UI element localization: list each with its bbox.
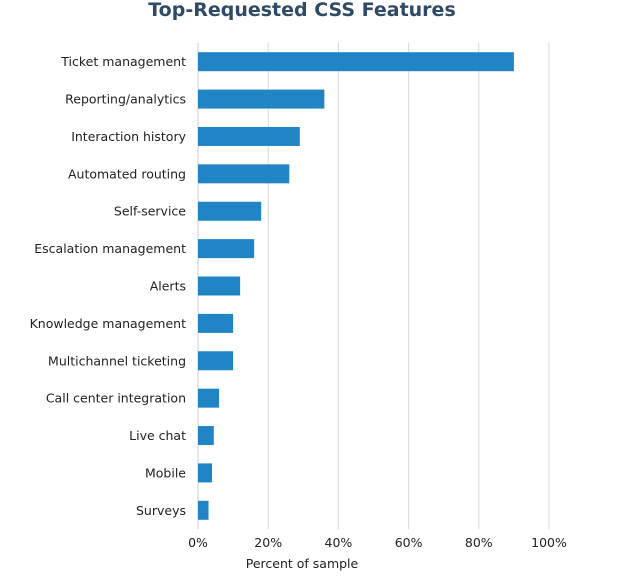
bar [198, 126, 300, 146]
x-tick-label: 20% [254, 535, 282, 550]
category-label: Mobile [145, 465, 186, 480]
x-tick-label: 100% [531, 535, 567, 550]
bar [198, 164, 290, 184]
category-label: Escalation management [34, 241, 186, 256]
bar [198, 276, 241, 296]
x-tick-labels: 0% 20% 40% 60% 80% 100% [188, 535, 567, 550]
category-label: Reporting/analytics [65, 92, 186, 107]
category-label: Alerts [150, 279, 186, 294]
x-tick-label: 0% [188, 535, 208, 550]
bar [198, 239, 255, 259]
x-axis-title: Percent of sample [246, 556, 359, 571]
x-tick-label: 80% [465, 535, 493, 550]
bar [198, 313, 234, 333]
bars [198, 52, 514, 520]
bar [198, 201, 262, 221]
bar [198, 89, 325, 109]
bar [198, 351, 234, 371]
category-label: Automated routing [68, 166, 186, 181]
category-label: Self-service [114, 204, 186, 219]
bar [198, 463, 213, 483]
bar [198, 426, 214, 446]
category-label: Multichannel ticketing [48, 353, 186, 368]
x-tick-label: 60% [395, 535, 423, 550]
bar [198, 388, 220, 408]
chart-title: Top-Requested CSS Features [148, 0, 456, 21]
bar [198, 52, 514, 72]
category-label: Live chat [129, 428, 186, 443]
category-label: Surveys [136, 503, 186, 518]
gridlines [197, 43, 550, 529]
category-labels: Ticket management Reporting/analytics Inte… [30, 54, 187, 518]
category-label: Ticket management [60, 54, 186, 69]
category-label: Knowledge management [30, 316, 187, 331]
category-label: Call center integration [46, 391, 186, 406]
bar [198, 500, 209, 520]
x-tick-label: 40% [325, 535, 353, 550]
category-label: Interaction history [71, 129, 186, 144]
